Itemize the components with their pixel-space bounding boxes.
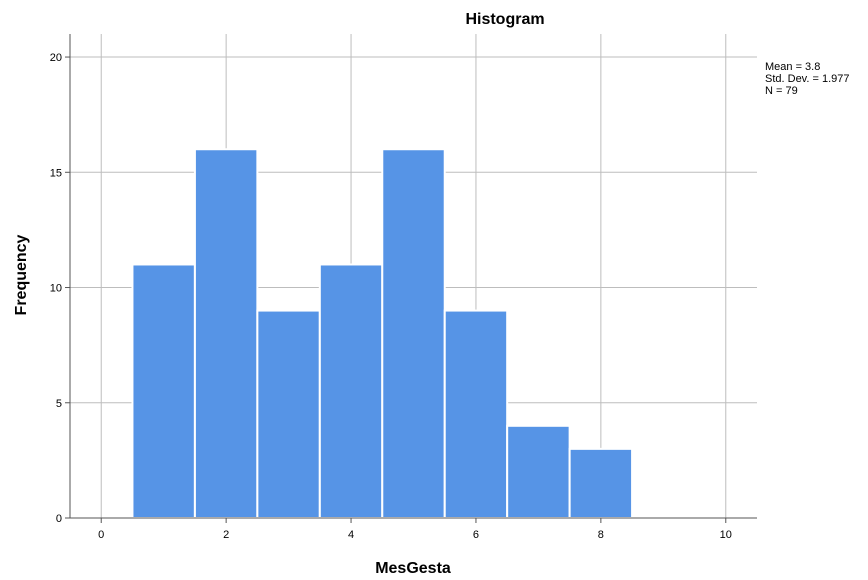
histogram-bar — [381, 148, 446, 519]
histogram-bars — [131, 148, 634, 520]
stats-std-dev: Std. Dev. = 1.977 — [765, 73, 850, 85]
x-tick-label: 0 — [98, 529, 104, 541]
x-tick-label: 6 — [473, 529, 479, 541]
y-tick-label: 15 — [50, 167, 62, 179]
histogram-bar — [318, 263, 384, 519]
axes — [65, 34, 757, 523]
x-tick-label: 2 — [223, 529, 229, 541]
y-tick-label: 0 — [56, 513, 62, 525]
stats-mean: Mean = 3.8 — [765, 61, 820, 73]
histogram-bar — [256, 309, 321, 520]
tick-labels: 0 2 4 6 8 10 0 5 10 15 20 — [50, 52, 732, 541]
y-axis-label: Frequency — [13, 234, 30, 315]
y-tick-label: 10 — [50, 283, 62, 295]
histogram-bar — [506, 424, 571, 519]
histogram-bar — [193, 148, 259, 519]
x-axis-label: MesGesta — [375, 560, 451, 577]
x-tick-label: 8 — [598, 529, 604, 541]
histogram-bar — [131, 263, 196, 519]
x-tick-label: 4 — [348, 529, 354, 541]
stats-n: N = 79 — [765, 85, 798, 97]
chart-title: Histogram — [465, 11, 544, 28]
histogram-bar — [568, 447, 634, 520]
x-tick-label: 10 — [720, 529, 732, 541]
y-tick-label: 5 — [56, 398, 62, 410]
y-tick-label: 20 — [50, 52, 62, 64]
histogram-bar — [443, 309, 509, 520]
stats-box: Mean = 3.8 Std. Dev. = 1.977 N = 79 — [765, 61, 850, 97]
